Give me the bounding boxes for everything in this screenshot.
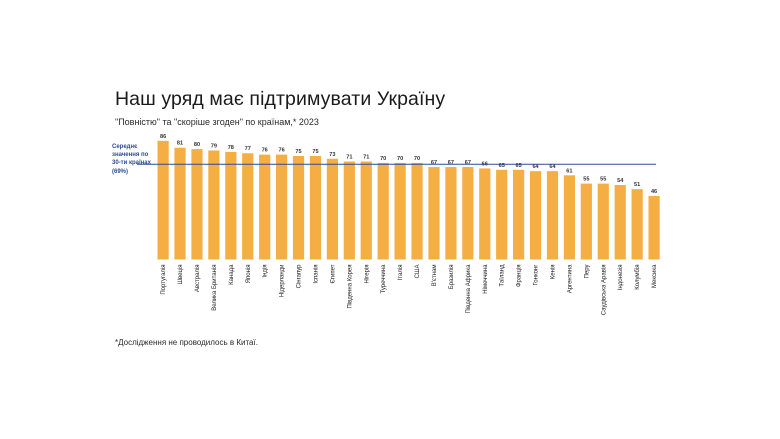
- category-label: Канада: [229, 264, 235, 285]
- average-label-line: Середнє: [112, 144, 138, 150]
- data-label: 80: [194, 142, 200, 148]
- data-label: 51: [634, 182, 640, 188]
- category-label: Нідерланди: [280, 265, 286, 298]
- data-label: 55: [600, 177, 606, 183]
- data-label: 54: [617, 178, 624, 184]
- bar: [377, 162, 389, 260]
- category-label: Австралія: [195, 265, 201, 293]
- bar: [157, 140, 169, 260]
- bar: [174, 147, 186, 260]
- data-label: 65: [499, 163, 505, 169]
- data-label: 81: [177, 141, 183, 147]
- category-label: Південна Африка: [466, 264, 472, 314]
- category-label: Колумбія: [635, 265, 641, 290]
- category-label: Сінгапур: [297, 264, 303, 289]
- category-label: В'єтнам: [432, 265, 438, 287]
- data-label: 77: [245, 146, 251, 152]
- data-label: 67: [465, 160, 471, 166]
- category-label: Гонконг: [534, 264, 540, 286]
- data-label: 64: [549, 164, 556, 170]
- bar: [445, 167, 457, 260]
- data-label: 46: [651, 189, 657, 195]
- average-label-line: 30-ти країнах: [112, 160, 151, 167]
- bar: [343, 161, 355, 260]
- category-label: Єгипет: [330, 264, 336, 283]
- bar: [242, 153, 254, 260]
- data-label: 65: [516, 163, 522, 169]
- category-label: Індія: [263, 265, 269, 278]
- bar: [479, 168, 491, 260]
- bar: [360, 161, 372, 260]
- average-label: Середнє значення по 30-ти країнах (69%): [112, 143, 182, 176]
- category-label: Німеччина: [483, 264, 489, 294]
- bar: [428, 167, 440, 260]
- bar: [513, 169, 525, 260]
- bar: [259, 154, 271, 260]
- category-label: Франція: [517, 265, 523, 288]
- bar: [648, 196, 660, 260]
- bar: [191, 149, 203, 260]
- category-label: Нігерія: [364, 265, 370, 284]
- category-label: Іспанія: [313, 265, 319, 284]
- bar: [614, 184, 626, 260]
- data-label: 76: [278, 148, 284, 154]
- category-label: Велика Британія: [212, 265, 218, 311]
- bar: [529, 171, 542, 260]
- category-label: Швеція: [178, 265, 184, 285]
- average-label-line: значення по: [112, 152, 149, 159]
- data-label: 71: [346, 155, 352, 161]
- bar: [292, 156, 305, 260]
- average-label-line: (69%): [112, 168, 129, 175]
- data-label: 55: [583, 177, 589, 183]
- data-label: 76: [262, 148, 268, 154]
- bar: [394, 162, 406, 260]
- data-label: 75: [312, 149, 318, 155]
- category-label: Бразилія: [449, 265, 455, 290]
- bar: [580, 183, 592, 260]
- footnote: *Дослідження не проводилось в Китаї.: [115, 338, 258, 347]
- bar: [496, 169, 508, 260]
- chart-title: Наш уряд має підтримувати Україну: [115, 88, 446, 110]
- category-label: Португалія: [161, 265, 167, 295]
- bar: [225, 151, 237, 260]
- category-label: Південна Корея: [347, 265, 353, 309]
- bar: [597, 183, 609, 260]
- category-label: Індонезія: [618, 265, 624, 291]
- bar: [411, 162, 423, 260]
- bar: [326, 158, 338, 260]
- data-label: 70: [414, 156, 420, 162]
- category-label: Туреччина: [381, 264, 387, 294]
- data-label: 70: [380, 156, 386, 162]
- category-label: Італія: [398, 265, 404, 281]
- data-label: 86: [160, 134, 166, 140]
- bar: [563, 175, 576, 260]
- category-label: Таїланд: [500, 264, 506, 287]
- bar: [631, 189, 643, 260]
- data-label: 64: [532, 164, 539, 170]
- chart-subtitle: "Повністю" та "скоріше згоден" по країна…: [115, 117, 319, 127]
- bar: [546, 171, 559, 260]
- category-label: Перу: [584, 265, 590, 279]
- bar: [276, 154, 288, 260]
- data-label: 61: [566, 168, 572, 174]
- data-label: 79: [211, 143, 217, 149]
- data-label: 78: [228, 145, 234, 151]
- bar: [208, 150, 220, 260]
- data-label: 70: [397, 156, 403, 162]
- data-label: 67: [448, 160, 454, 166]
- bar: [462, 167, 474, 260]
- data-label: 75: [295, 149, 301, 155]
- category-label: Кенія: [550, 265, 556, 280]
- category-label: Мексика: [652, 264, 658, 288]
- data-label: 67: [431, 160, 437, 166]
- data-label: 73: [329, 152, 335, 158]
- category-label: Саудівська Аравія: [601, 265, 607, 316]
- data-label: 71: [363, 155, 369, 161]
- category-label: Аргентина: [567, 264, 573, 293]
- category-label: США: [415, 265, 421, 279]
- bar: [309, 156, 322, 260]
- category-label: Японія: [246, 265, 252, 284]
